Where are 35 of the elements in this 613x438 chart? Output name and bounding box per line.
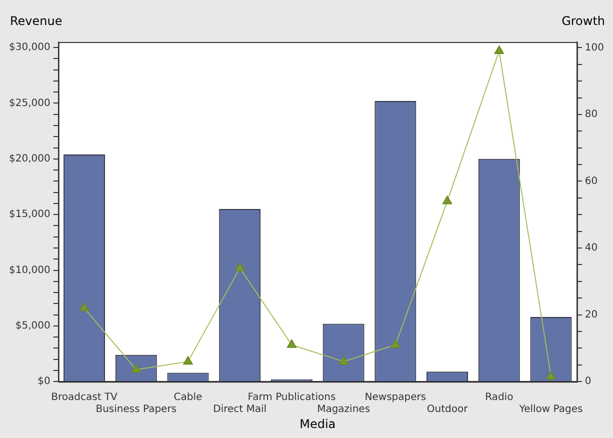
y2-axis-title: Growth	[562, 14, 605, 28]
point	[338, 356, 348, 365]
y2-tick-label: 80	[584, 109, 598, 120]
point	[286, 339, 297, 348]
x-tick-label: Broadcast TV	[51, 392, 118, 404]
x-tick-label: Business Papers	[96, 404, 177, 416]
y-tick-label: $5,000	[15, 320, 50, 332]
y2-tick-label: 100	[584, 42, 604, 54]
y2-tick-label: 40	[584, 242, 598, 254]
y-tick-label: $0	[38, 376, 50, 388]
point	[235, 262, 245, 272]
point	[494, 46, 504, 54]
x-tick-label: Outdoor	[426, 404, 469, 416]
x-axis-title: Media	[300, 416, 336, 431]
x-tick-label: Newspapers	[364, 392, 426, 404]
point	[390, 339, 400, 348]
y2-tick-label: 60	[584, 176, 598, 187]
x-tick-label: Farm Publications	[248, 392, 336, 404]
x-tick-label: Radio	[485, 392, 514, 404]
y-tick-label: $20,000	[8, 154, 50, 165]
y-tick-label: $25,000	[8, 98, 50, 109]
x-tick-label: Yellow Pages	[518, 404, 583, 416]
y-tick-label: $15,000	[8, 209, 50, 220]
point	[442, 196, 452, 204]
point	[546, 371, 556, 380]
x-tick-label: Magazines	[317, 404, 370, 416]
x-tick-label: Direct Mail	[213, 404, 267, 416]
x-tick-label: Cable	[174, 392, 202, 404]
y2-tick-label: 0	[584, 376, 592, 388]
y2-tick-label: 20	[584, 309, 598, 320]
point	[79, 302, 90, 312]
point	[183, 356, 193, 365]
y-tick-label: $10,000	[8, 264, 50, 276]
y-tick-label: $30,000	[8, 42, 50, 54]
y-axis-title: Revenue	[10, 14, 62, 28]
